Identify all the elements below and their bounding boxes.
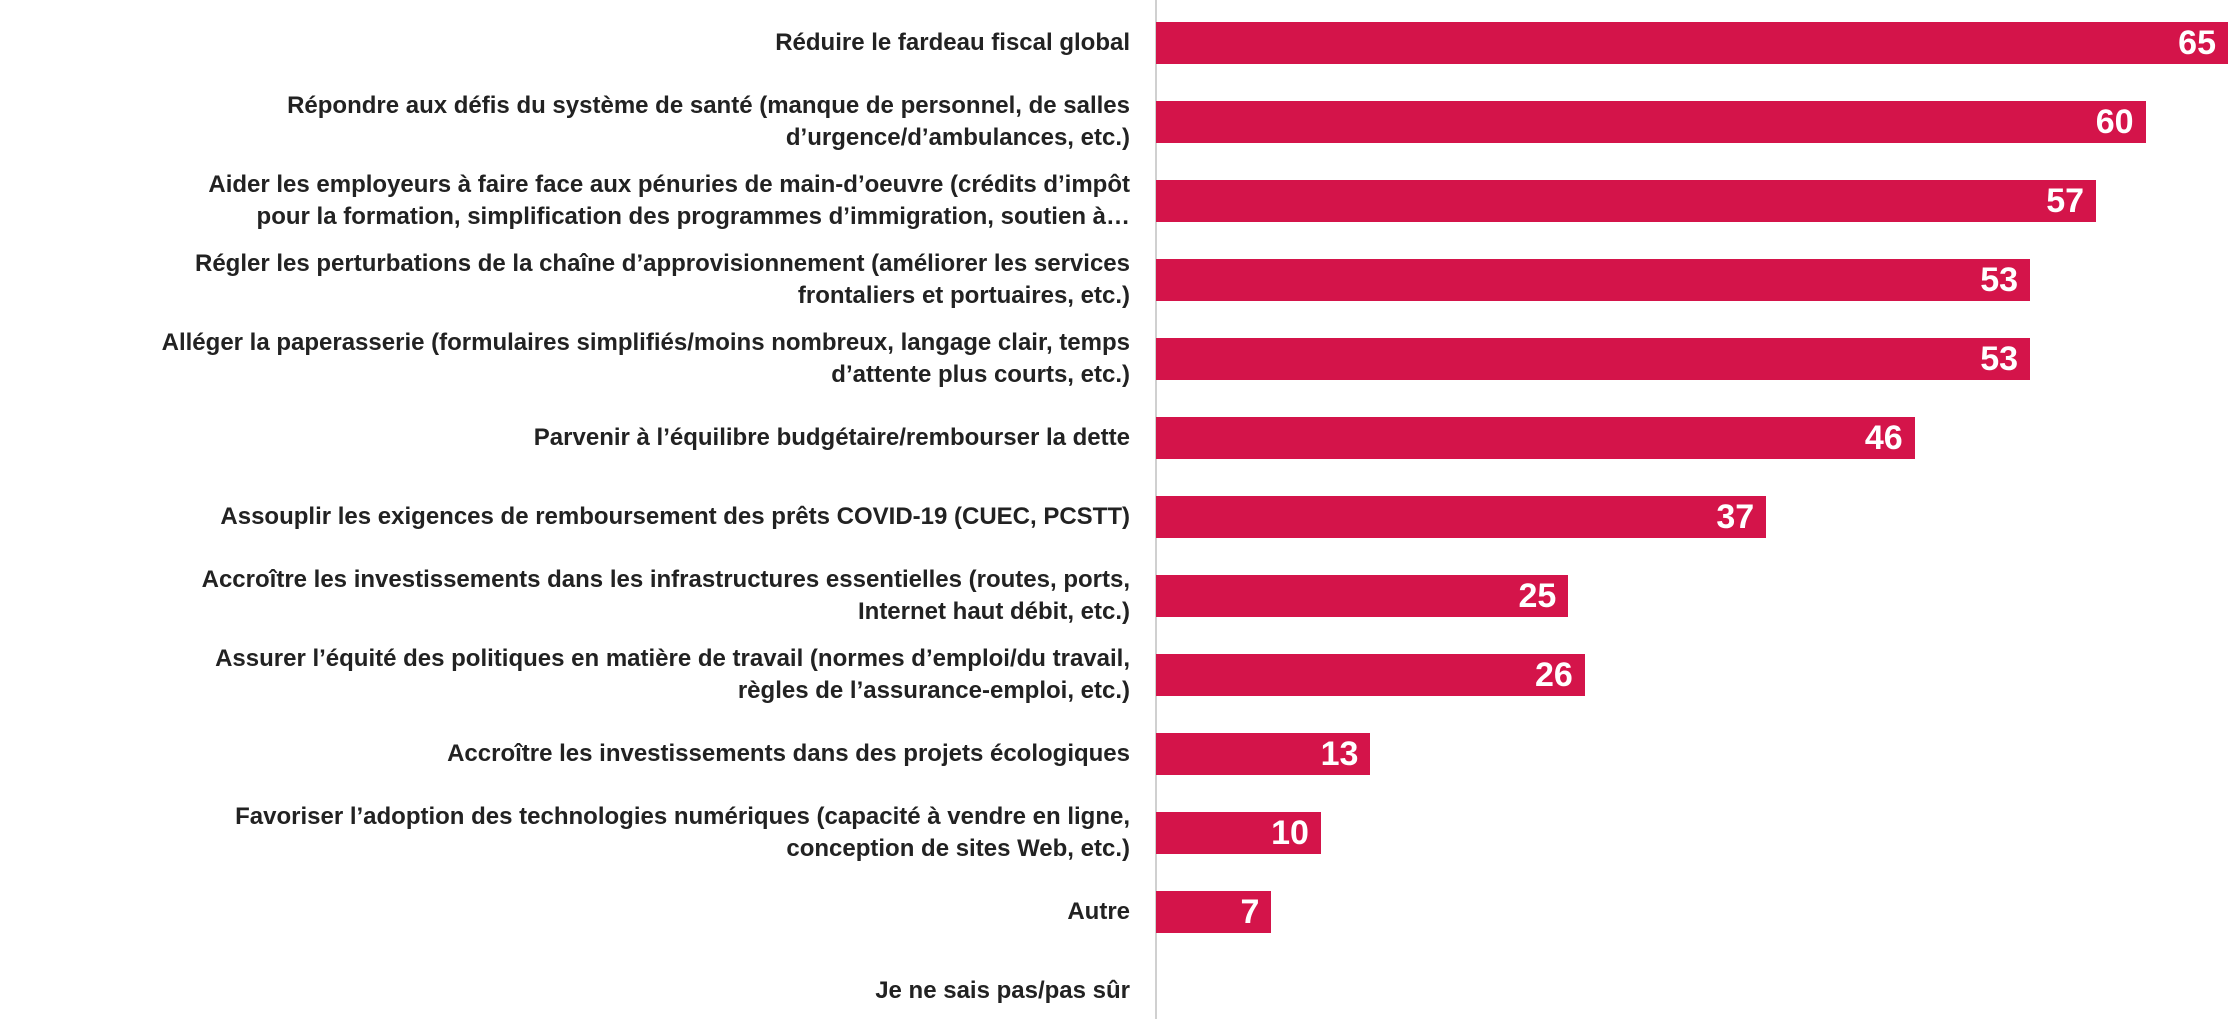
category-label: Assurer l’équité des politiques en matiè… <box>215 645 1130 704</box>
value-label: 13 <box>1320 735 1359 773</box>
category-label: Assouplir les exigences de remboursement… <box>220 503 1130 530</box>
category-label: Favoriser l’adoption des technologies nu… <box>235 803 1130 862</box>
value-label: 37 <box>1716 498 1755 536</box>
value-label: 26 <box>1534 656 1573 694</box>
category-label: Réduire le fardeau fiscal global <box>775 29 1130 56</box>
bar <box>1156 654 1585 696</box>
bar <box>1156 496 1767 538</box>
value-label: 53 <box>1980 261 2019 299</box>
value-label: 65 <box>2178 24 2216 62</box>
category-label: Autre <box>1067 898 1130 925</box>
category-label: Aider les employeurs à faire face aux pé… <box>208 171 1130 230</box>
category-label: Accroître les investissements dans des p… <box>447 740 1130 767</box>
value-label: 46 <box>1864 419 1903 457</box>
bar <box>1156 22 2228 64</box>
value-label: 10 <box>1271 814 1309 852</box>
category-label: Parvenir à l’équilibre budgétaire/rembou… <box>533 424 1130 451</box>
bar <box>1156 417 1915 459</box>
category-label: Accroître les investissements dans les i… <box>201 566 1130 625</box>
bar <box>1156 812 1321 854</box>
value-label: 7 <box>1240 893 1260 931</box>
bar <box>1156 180 2097 222</box>
value-label: 25 <box>1518 577 1557 615</box>
bar <box>1156 101 2146 143</box>
bar <box>1156 259 2031 301</box>
value-label: 57 <box>2046 182 2085 220</box>
category-label: Je ne sais pas/pas sûr <box>875 977 1130 1004</box>
bar <box>1156 733 1371 775</box>
bar <box>1156 338 2031 380</box>
category-label: Alléger la paperasserie (formulaires sim… <box>161 329 1130 388</box>
category-label: Répondre aux défis du système de santé (… <box>287 92 1130 151</box>
category-label: Régler les perturbations de la chaîne d’… <box>194 250 1130 309</box>
value-label: 60 <box>2095 103 2134 141</box>
bar <box>1156 575 1569 617</box>
bar <box>1156 891 1272 933</box>
value-label: 53 <box>1980 340 2019 378</box>
